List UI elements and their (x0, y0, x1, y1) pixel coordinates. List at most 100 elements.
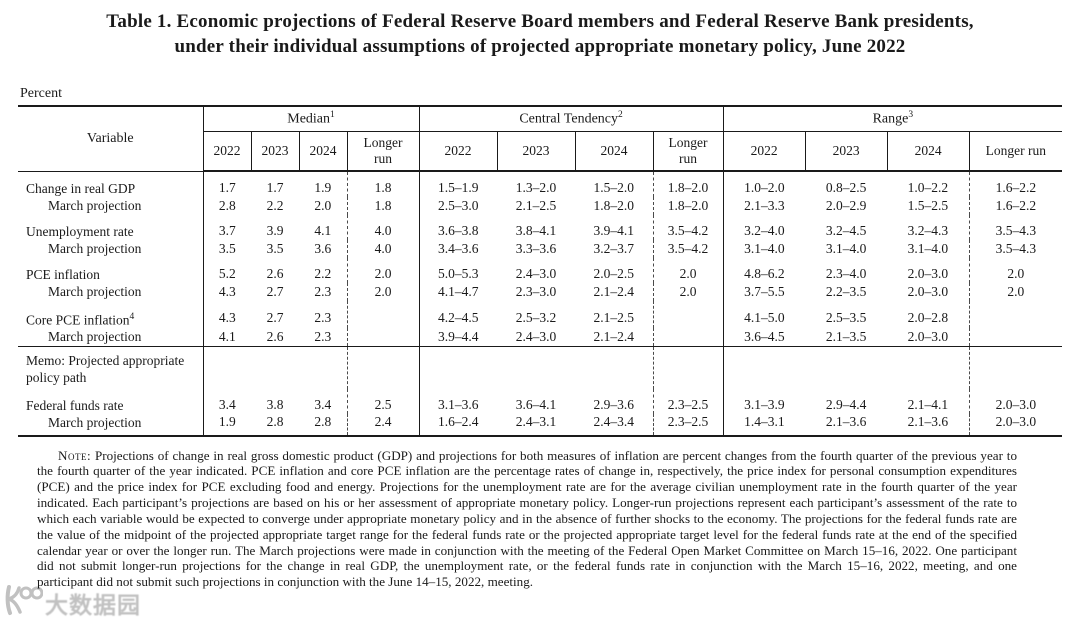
table-row: Unemployment rate 3.7 3.9 4.1 4.0 3.6–3.8 3.8–… (18, 214, 1063, 240)
value-cell: 1.6–2.4 (418, 413, 498, 436)
value-cell: 2.0 (314, 197, 332, 213)
value-cell: 3.9–4.4 (418, 328, 498, 346)
value-cell: 2.1–3.3 (722, 196, 806, 215)
watermark-text: 大数据园 (45, 592, 141, 618)
col-header-median-longer-run: Longer run (346, 131, 420, 172)
table-row: Core PCE inflation4 4.3 2.7 2.3 4.2–4.5 2.5–3… (18, 300, 1063, 328)
row-label: March projection (48, 241, 142, 256)
row-label: Unemployment rate (26, 223, 134, 239)
footnote-marker: 2 (618, 109, 623, 120)
value-cell: 2.0 (346, 282, 420, 301)
table-row: March projection 4.3 2.7 2.3 2.0 4.1–4.7 2.3–3… (18, 282, 1063, 301)
group-header-row: Variable Median1 Central Tendency2 Range… (18, 106, 1063, 172)
value-cell (497, 345, 576, 389)
value-cell: 3.5–4.2 (652, 239, 724, 258)
value-cell: 1.5–2.5 (907, 197, 949, 213)
value-cell: 2.1–3.5 (825, 328, 867, 344)
value-cell: 4.0 (346, 214, 420, 240)
value-cell (652, 328, 724, 346)
table-row: Memo: Projected appropriate policy path (18, 345, 1063, 389)
note-label: Note: (58, 447, 92, 463)
year-header-row: 2022 2023 2024 Longer run 2022 2023 2024 Longer… (18, 131, 1063, 172)
table-row: Change in real GDP 1.7 1.7 1.9 1.8 1.5–1.9 1.3… (18, 171, 1063, 197)
group-label-central-tendency: Central Tendency (519, 111, 618, 127)
value-cell: 1.8–2.0 (652, 196, 724, 215)
value-cell: 2.0 (968, 282, 1063, 301)
row-label: March projection (48, 198, 142, 213)
value-cell: 3.1–4.0 (907, 240, 949, 256)
value-cell: 4.3 (202, 282, 251, 301)
value-cell: 4.3 (202, 300, 251, 328)
value-cell: 2.1–2.4 (593, 328, 635, 344)
table-row: Federal funds rate 3.4 3.8 3.4 2.5 3.1–3.6 3.6… (18, 388, 1063, 414)
group-header-range: Range3 (722, 106, 1063, 132)
value-cell: 1.8–2.0 (652, 171, 724, 197)
value-cell: 1.6–2.2 (968, 196, 1063, 215)
value-cell: 3.5 (266, 240, 284, 256)
value-cell: 1.7 (202, 171, 251, 197)
note-text: Note: Projections of change in real gros… (37, 448, 1017, 591)
value-cell: 2.7 (266, 310, 284, 326)
value-cell: 2.0–3.0 (968, 413, 1063, 436)
value-cell: 2.0 (652, 257, 724, 283)
value-cell: 2.3–3.0 (515, 283, 557, 299)
value-cell: 3.2–4.5 (825, 223, 867, 238)
value-cell: 1.8 (346, 196, 420, 215)
value-cell: 2.0–3.0 (907, 328, 949, 344)
row-label: March projection (48, 414, 142, 430)
group-header-central-tendency: Central Tendency2 (418, 106, 724, 132)
value-cell: 3.6–3.8 (418, 214, 498, 240)
value-cell: 3.1–3.6 (418, 388, 498, 414)
value-cell: 1.8–2.0 (593, 197, 635, 213)
value-cell: 1.7 (266, 180, 284, 196)
value-cell: 2.3–2.5 (652, 413, 724, 436)
value-cell (418, 345, 498, 389)
value-cell: 4.8–6.2 (722, 257, 806, 283)
value-cell: 3.7 (202, 214, 251, 240)
col-header-median-2023: 2023 (250, 131, 299, 172)
value-cell (346, 345, 420, 389)
value-cell: 1.4–3.1 (722, 413, 806, 436)
value-cell: 0.8–2.5 (825, 180, 867, 196)
col-header-central-tendency-2022: 2022 (418, 131, 498, 172)
value-cell: 2.0–3.0 (907, 283, 949, 299)
value-cell: 2.9–4.4 (825, 397, 867, 412)
footnote-marker: 4 (129, 311, 135, 322)
col-header-range-2023: 2023 (804, 131, 888, 172)
value-cell: 5.2 (202, 257, 251, 283)
projections-table: Variable Median1 Central Tendency2 Range… (18, 105, 1063, 437)
document-page: 大数据园 Table 1. Economic projections of Fe… (0, 9, 1080, 620)
col-header-range-2024: 2024 (886, 131, 970, 172)
value-cell (299, 345, 347, 389)
value-cell: 3.4 (202, 388, 251, 414)
value-cell: 2.0–3.0 (968, 388, 1063, 414)
value-cell: 2.0–2.5 (593, 266, 635, 281)
row-label: Change in real GDP (26, 180, 136, 196)
value-cell: 1.0–2.2 (907, 180, 949, 196)
value-cell: 4.0 (346, 239, 420, 258)
value-cell (575, 345, 654, 389)
footnote-marker: 1 (330, 109, 335, 120)
value-cell (968, 328, 1063, 346)
value-cell: 2.6 (266, 266, 284, 281)
row-label: March projection (48, 284, 142, 299)
value-cell: 4.1 (314, 223, 332, 238)
value-cell: 3.9–4.1 (593, 223, 635, 238)
col-header-range-longer-run: Longer run (968, 131, 1063, 172)
value-cell: 2.6 (266, 328, 284, 344)
value-cell (346, 328, 420, 346)
value-cell: 2.9–3.6 (593, 397, 635, 412)
col-header-central-tendency-longer-run: Longer run (652, 131, 724, 172)
value-cell: 3.4 (314, 397, 332, 412)
value-cell: 5.0–5.3 (418, 257, 498, 283)
value-cell: 3.5–4.3 (968, 239, 1063, 258)
value-cell: 2.8 (266, 414, 284, 429)
value-cell (805, 345, 888, 389)
value-cell: 2.4–3.4 (593, 414, 635, 429)
value-cell: 2.1–2.5 (593, 310, 635, 326)
value-cell: 3.5 (202, 239, 251, 258)
value-cell: 1.3–2.0 (515, 180, 557, 196)
unit-label: Percent (20, 86, 62, 101)
value-cell: 3.5–4.3 (968, 214, 1063, 240)
value-cell (251, 345, 299, 389)
